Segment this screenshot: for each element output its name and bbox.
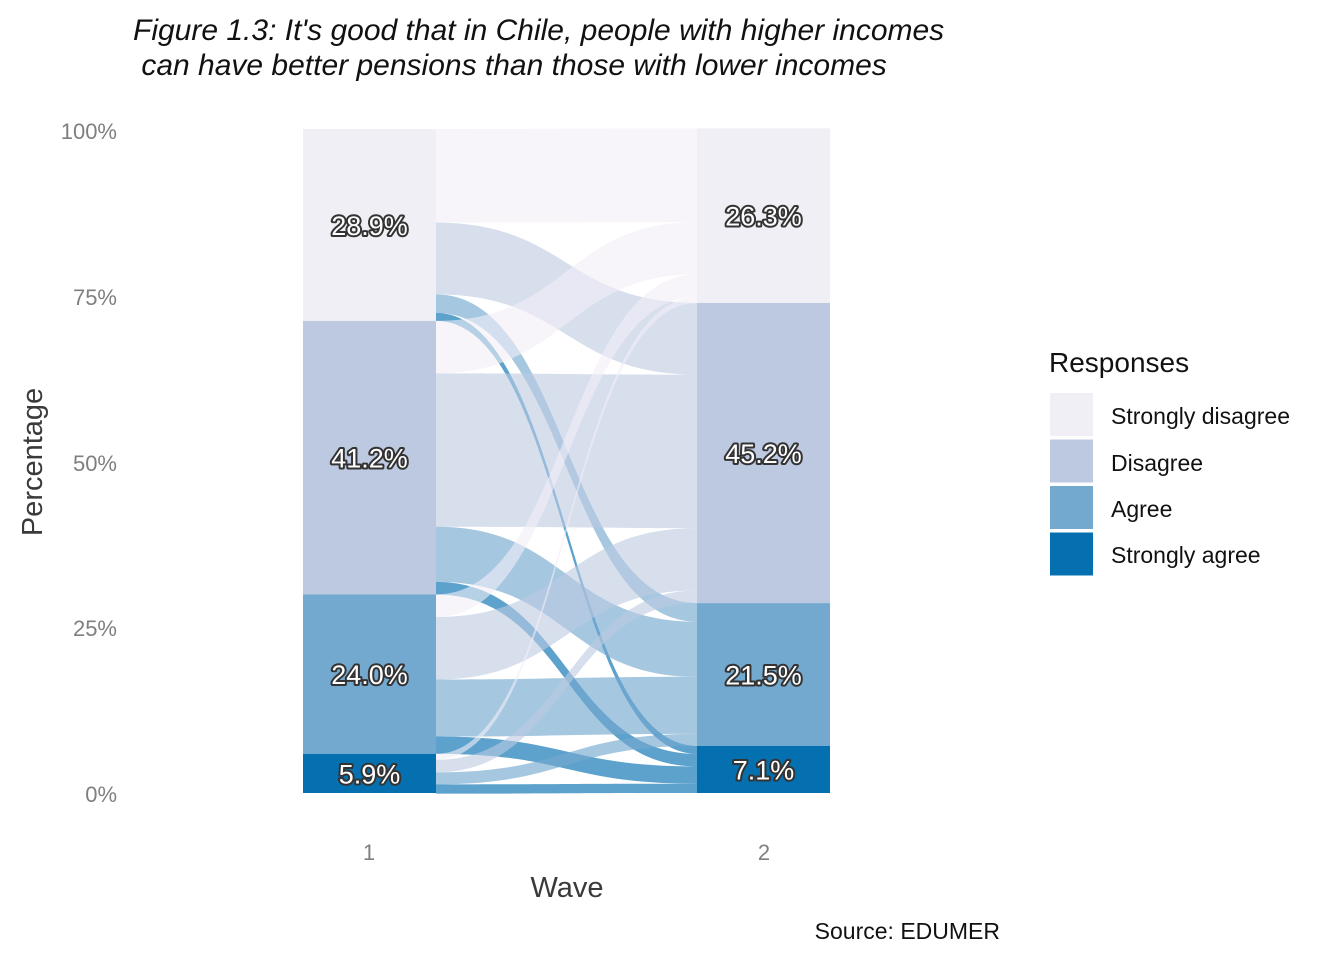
y-axis-ticks: 0% 25% 50% 75% 100% — [61, 119, 117, 807]
y-tick-label: 25% — [73, 616, 117, 641]
bar-segment-wave-2-disagree — [697, 302, 830, 604]
flow-agree-to-disagree — [436, 528, 697, 680]
legend-label: Agree — [1111, 496, 1172, 522]
y-tick-label: 100% — [61, 119, 117, 144]
bar-segment-wave-1-strongly-disagree — [303, 129, 436, 321]
y-tick-label: 0% — [85, 782, 117, 807]
segment-labels: 28.9% 41.2% 24.0% 5.9% 26.3% 45.2% 21.5% 7.1% — [329, 200, 804, 792]
bar-segment-wave-2-strongly-agree — [697, 745, 830, 793]
x-tick-label: 1 — [363, 840, 375, 865]
data-label-wave-1-disagree: 41.2% — [331, 444, 408, 474]
flow-strongly-disagree-to-strongly-agree — [436, 312, 697, 754]
data-label-wave-1-agree: 24.0% — [331, 660, 408, 690]
flow-disagree-to-strongly-disagree — [436, 221, 697, 374]
x-axis-title: Wave — [530, 872, 603, 904]
legend-key-disagree — [1050, 439, 1093, 483]
bar-segment-wave-2-agree — [697, 603, 830, 746]
data-label-wave-1-strongly-disagree: 28.9% — [331, 211, 408, 241]
flow-strongly-agree-to-strongly-disagree — [436, 296, 697, 760]
flow-agree-to-agree — [436, 676, 697, 737]
data-label-wave-1-strongly-agree: 5.9% — [339, 759, 401, 789]
legend-label: Strongly disagree — [1111, 403, 1290, 429]
bar-segment-wave-1-agree — [303, 594, 436, 754]
y-tick-label: 50% — [73, 451, 117, 476]
legend-key-agree — [1050, 486, 1093, 529]
stacked-bars — [303, 128, 830, 793]
legend-key-strongly-agree — [1050, 532, 1093, 576]
flow-agree-to-strongly-disagree — [436, 274, 697, 618]
flow-disagree-to-strongly-agree — [436, 581, 697, 767]
flow-ribbons — [436, 128, 697, 794]
y-axis-title: Percentage — [17, 388, 49, 536]
chart-title-line-2: can have better pensions than those with… — [133, 49, 887, 82]
bar-segment-wave-1-strongly-agree — [303, 753, 436, 793]
chart-title-line-1: Figure 1.3: It's good that in Chile, peo… — [133, 14, 944, 47]
x-axis-ticks: 1 2 — [363, 840, 770, 865]
flow-strongly-agree-to-agree — [436, 733, 697, 785]
data-label-wave-2-strongly-disagree: 26.3% — [725, 202, 802, 232]
bar-segment-wave-1-disagree — [303, 320, 436, 595]
legend-key-strongly-disagree — [1050, 393, 1093, 436]
y-tick-label: 75% — [73, 285, 117, 310]
legend-keys — [1050, 393, 1093, 576]
legend-title: Responses — [1049, 347, 1189, 378]
flow-strongly-agree-to-disagree — [436, 590, 697, 773]
legend: Responses Strongly disagree Disagree Agr… — [1049, 347, 1290, 576]
chart-title: Figure 1.3: It's good that in Chile, peo… — [133, 14, 944, 82]
bar-segment-wave-2-strongly-disagree — [697, 128, 830, 303]
data-label-wave-2-agree: 21.5% — [725, 660, 802, 690]
data-label-wave-2-strongly-agree: 7.1% — [733, 755, 795, 785]
legend-label: Disagree — [1111, 450, 1203, 476]
flow-strongly-disagree-to-strongly-disagree — [436, 128, 697, 223]
source-caption: Source: EDUMER — [815, 918, 1000, 944]
data-label-wave-2-disagree: 45.2% — [725, 439, 802, 469]
legend-label: Strongly agree — [1111, 542, 1261, 568]
x-tick-label: 2 — [758, 840, 770, 865]
flow-strongly-agree-to-strongly-agree — [436, 783, 697, 794]
